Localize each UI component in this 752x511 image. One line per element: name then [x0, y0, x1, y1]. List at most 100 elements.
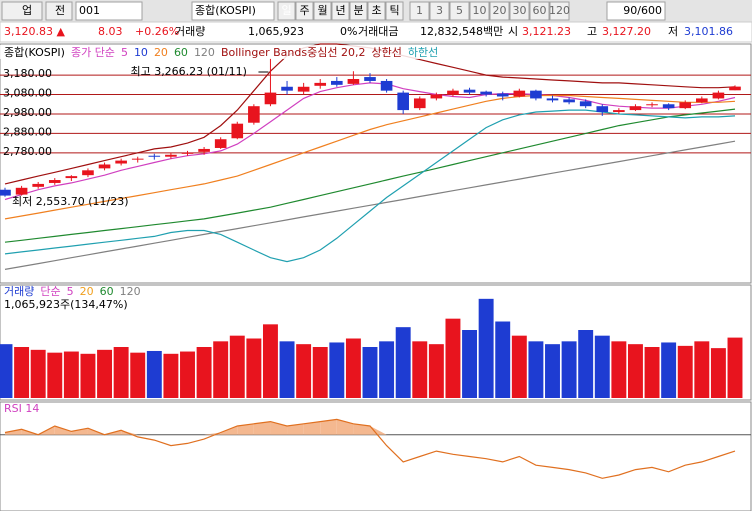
period-button[interactable]	[331, 1, 350, 21]
candle-body	[264, 92, 277, 105]
market: 업	[22, 4, 32, 17]
period-button[interactable]	[277, 1, 296, 21]
rsi-fill	[320, 419, 337, 435]
volume-bar	[445, 318, 461, 398]
volume-period: 120	[120, 285, 141, 298]
candle-body	[496, 93, 509, 97]
period-button[interactable]	[349, 1, 368, 21]
volume-bar	[627, 344, 643, 398]
name: 종합(KOSPI)	[195, 4, 256, 17]
volume-period: 60	[100, 285, 114, 298]
candle-body	[712, 92, 725, 99]
volume-bar	[80, 353, 96, 398]
interval-button[interactable]	[549, 1, 570, 21]
volume-bar	[561, 341, 577, 398]
market-select[interactable]	[1, 1, 43, 21]
candle-body	[579, 101, 592, 107]
period-button[interactable]	[313, 1, 332, 21]
volume-bar	[63, 351, 79, 398]
volume-last: 1,065,923주(134,47%)	[4, 298, 128, 311]
volume-bar	[644, 347, 660, 398]
volume-period: 5	[67, 285, 74, 298]
interval-button[interactable]	[489, 1, 510, 21]
pane	[0, 401, 752, 511]
rsi-fill	[370, 425, 387, 435]
candle-body	[662, 104, 675, 109]
volume-bar	[661, 342, 677, 398]
interval: 30	[513, 4, 527, 17]
quote-high: 3,127.20	[602, 25, 651, 38]
count-box[interactable]	[606, 1, 666, 21]
volume-bar	[262, 324, 278, 398]
volume-bar	[677, 345, 693, 398]
volume-bar	[578, 330, 594, 398]
volume-bar	[345, 338, 361, 398]
candle-body	[546, 98, 559, 101]
candle-body	[98, 164, 111, 169]
volume-bar	[478, 298, 494, 398]
volume-bar	[379, 341, 395, 398]
candle-body	[214, 139, 227, 148]
candle-body	[231, 123, 244, 139]
period: 틱	[389, 4, 399, 17]
legend-period: 20	[154, 46, 168, 59]
candle-body	[65, 176, 78, 179]
interval: 20	[493, 4, 507, 17]
candle-body	[463, 89, 476, 93]
interval-button[interactable]	[449, 1, 470, 21]
count: 90/600	[623, 4, 662, 17]
y-tick-label: 3,080.00	[3, 87, 52, 100]
quote-low: 3,101.86	[684, 25, 733, 38]
candle-body	[613, 110, 625, 113]
candle-body	[413, 98, 426, 109]
period-button[interactable]	[385, 1, 404, 21]
interval: 10	[473, 4, 487, 17]
legend-bg	[0, 45, 520, 59]
candle-body	[347, 79, 360, 84]
volume-bar	[213, 341, 229, 398]
volume-bar	[47, 352, 63, 398]
interval-button[interactable]	[409, 1, 430, 21]
volume-bar	[163, 353, 179, 398]
interval-button[interactable]	[529, 1, 550, 21]
rsi-fill	[253, 421, 271, 435]
legend-period: 120	[194, 46, 215, 59]
annotation-high: 최고 3,266.23 (01/11)	[130, 65, 247, 78]
legend-period: 10	[134, 46, 148, 59]
name-box[interactable]	[191, 1, 275, 21]
period: 년	[335, 4, 345, 17]
quote-change: 8.03	[98, 25, 123, 38]
interval-button[interactable]	[429, 1, 450, 21]
quote-open-label: 시	[508, 25, 518, 38]
prev-button[interactable]	[45, 1, 73, 21]
candle-body	[679, 102, 692, 109]
period: 월	[317, 4, 327, 17]
pane	[0, 284, 752, 401]
period-button[interactable]	[367, 1, 386, 21]
interval-button[interactable]	[469, 1, 490, 21]
code-input[interactable]	[75, 1, 143, 21]
candle-body	[297, 86, 310, 92]
interval: 120	[549, 4, 570, 17]
candle-body	[82, 170, 94, 176]
interval-button[interactable]	[509, 1, 530, 21]
volume-bar	[229, 335, 245, 398]
volume-bar	[296, 344, 312, 398]
volume-bar	[495, 321, 511, 398]
candle-body	[115, 160, 127, 164]
period-button[interactable]	[295, 1, 314, 21]
volume-bar	[694, 341, 710, 398]
candle-body	[596, 106, 609, 113]
volume-bar	[146, 350, 162, 398]
candle-body	[314, 82, 327, 86]
indicator-line	[4, 82, 736, 201]
candle-body	[331, 80, 343, 85]
volume-ma: 단순	[40, 285, 60, 298]
volume-bar	[727, 337, 743, 398]
volume-bar	[97, 349, 113, 398]
volume-bar	[428, 344, 444, 398]
legend-upper: 상한선	[371, 46, 401, 59]
candle-body	[165, 154, 177, 157]
rsi-line	[4, 418, 736, 479]
quote-amount: 12,832,548백만	[420, 25, 503, 38]
